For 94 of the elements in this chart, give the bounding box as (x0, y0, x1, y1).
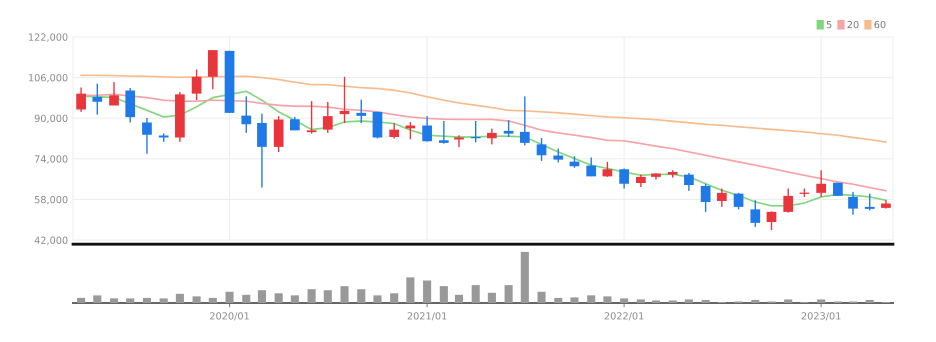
candlestick (553, 148, 564, 164)
candlestick (619, 168, 629, 190)
candlestick (848, 191, 858, 216)
bar (603, 296, 612, 304)
bar (620, 298, 628, 304)
bar (290, 295, 299, 304)
bar (110, 298, 118, 304)
bar (636, 299, 645, 304)
bar (423, 280, 432, 304)
bar (142, 298, 152, 304)
candlestick (750, 200, 760, 228)
bar (668, 300, 677, 304)
bar (684, 299, 693, 304)
bar (226, 292, 234, 304)
bar (176, 294, 184, 304)
legend-label: 5 (826, 21, 832, 28)
bar (406, 277, 414, 304)
bar (340, 286, 349, 304)
candlestick (76, 86, 86, 113)
bar (77, 298, 86, 304)
y-tick-label: 58,000 (34, 196, 68, 204)
candlestick (783, 188, 794, 214)
candlestick (536, 137, 546, 162)
candlestick (109, 81, 119, 106)
bar (308, 289, 316, 304)
candlestick (833, 182, 843, 197)
candlestick (356, 98, 366, 124)
candlestick (142, 117, 152, 154)
bar (454, 294, 464, 304)
candlestick (570, 156, 580, 168)
candlestick (734, 192, 744, 210)
candlestick (192, 68, 202, 101)
candlestick (406, 121, 416, 140)
bar (324, 290, 332, 304)
bar (390, 293, 398, 304)
candlestick (636, 174, 646, 188)
candlestick (520, 96, 530, 146)
candlestick (92, 82, 102, 116)
legend-label: 60 (874, 20, 886, 28)
line-series (80, 74, 887, 143)
candlestick (340, 76, 350, 124)
y-tick-label: 122,000 (29, 33, 68, 42)
candlestick (241, 96, 252, 134)
candlestick (322, 101, 333, 134)
bar (652, 300, 660, 304)
bar (537, 292, 546, 304)
candlestick (389, 122, 400, 140)
bar (160, 298, 168, 304)
candlestick (864, 192, 875, 212)
bar (817, 299, 826, 304)
bar (587, 295, 596, 304)
y-tick-label: 42,000 (34, 236, 68, 245)
candlestick (487, 128, 497, 146)
candlestick (422, 115, 432, 143)
candlestick (602, 161, 612, 178)
bar (472, 285, 480, 304)
bar (357, 289, 366, 304)
candlestick (716, 188, 727, 208)
bar (751, 300, 760, 304)
bar (866, 300, 874, 304)
y-tick-label: 106,000 (29, 74, 68, 82)
legend-label: 20 (848, 20, 859, 28)
x-tick-label: 2022/01 (604, 312, 644, 320)
candlestick (438, 120, 449, 144)
bar (208, 298, 217, 304)
candlestick (586, 156, 596, 178)
candlestick (290, 116, 300, 132)
bar (702, 300, 710, 304)
candlestick (700, 183, 710, 213)
candlestick (684, 172, 694, 192)
candlestick (257, 112, 267, 188)
bar (274, 293, 283, 304)
candlestick (816, 170, 826, 198)
bar (126, 298, 134, 304)
bar (258, 290, 266, 304)
bar (242, 294, 250, 304)
bar (784, 299, 792, 304)
bar (570, 297, 579, 304)
y-tick-label: 90,000 (34, 114, 68, 124)
bar (192, 296, 201, 304)
bar (554, 298, 562, 304)
candlestick (470, 120, 481, 144)
bar (488, 292, 496, 304)
bar (504, 285, 513, 304)
candlestick (454, 134, 464, 148)
x-tick-label: 2021/01 (408, 312, 446, 320)
y-tick-label: 74,000 (34, 155, 68, 164)
bar (520, 252, 529, 304)
bar (373, 295, 382, 304)
x-tick-label: 2023/01 (802, 312, 840, 320)
candlestick (766, 210, 776, 231)
bar (93, 295, 102, 304)
bar (440, 286, 448, 304)
x-tick-label: 2020/01 (210, 312, 249, 320)
